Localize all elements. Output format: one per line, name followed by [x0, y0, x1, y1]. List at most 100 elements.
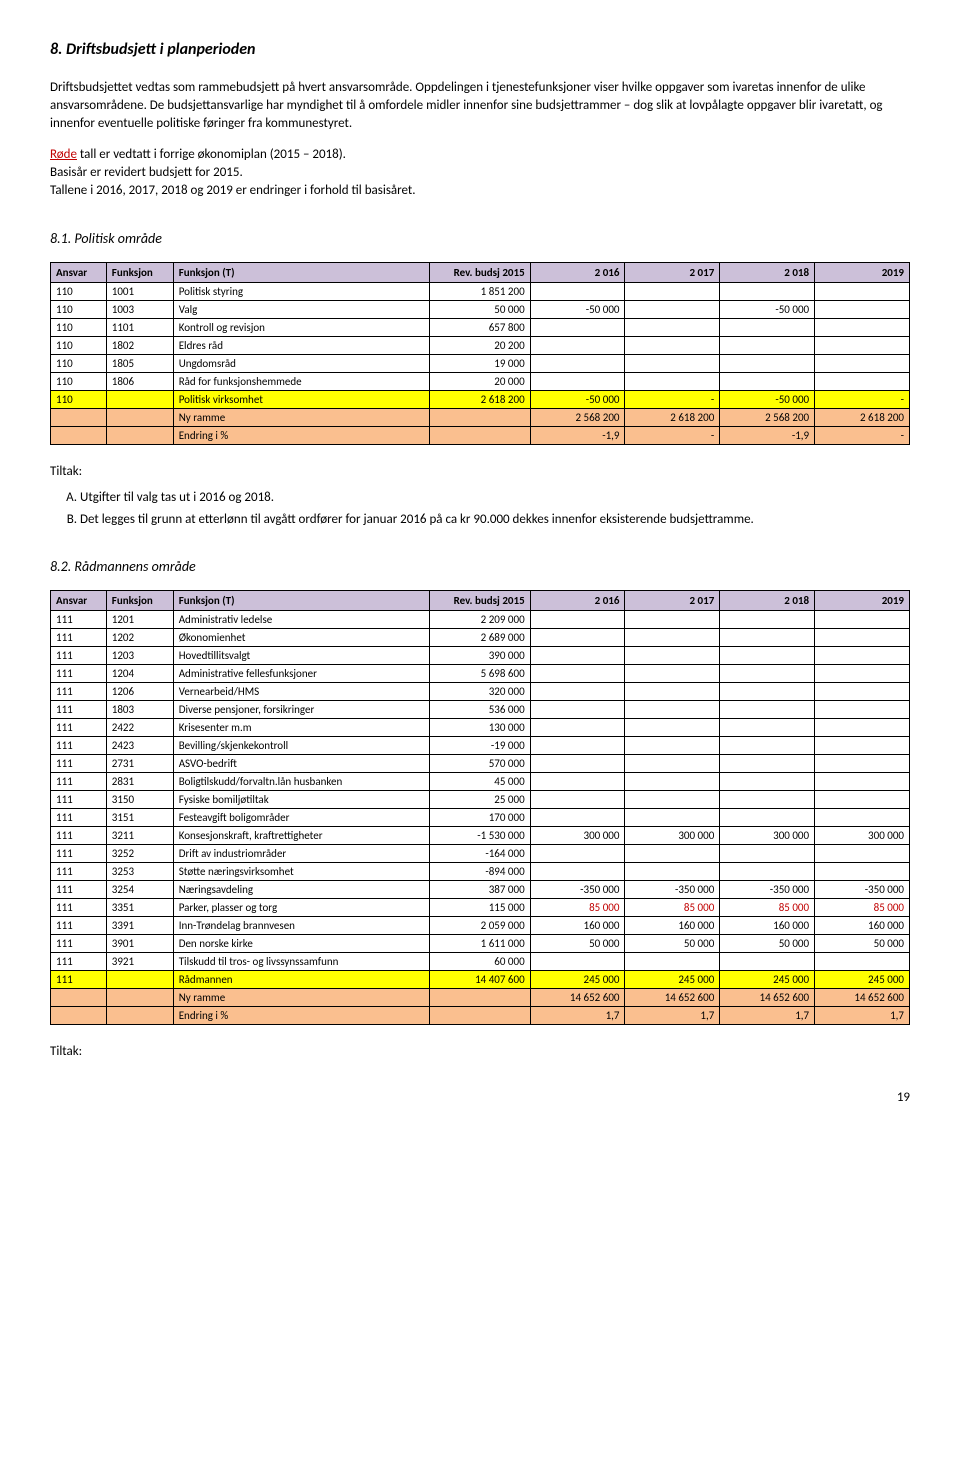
cell-ansvar: 111 [51, 809, 107, 827]
table-row: 1111202Økonomienhet2 689 000 [51, 629, 910, 647]
table-row: 1113150Fysiske bomiljøtiltak25 000 [51, 791, 910, 809]
cell-2016 [530, 737, 625, 755]
cell-text: Eldres råd [173, 337, 430, 355]
table-row: 1113151Festeavgift boligområder170 000 [51, 809, 910, 827]
cell-2019: - [815, 391, 910, 409]
cell-rev: -1 530 000 [430, 827, 530, 845]
cell-text: Støtte næringsvirksomhet [173, 863, 430, 881]
cell-2018 [720, 629, 815, 647]
cell-2018 [720, 809, 815, 827]
th-rev: Rev. budsj 2015 [430, 591, 530, 611]
cell-2018: -350 000 [720, 881, 815, 899]
cell-ansvar: 111 [51, 953, 107, 971]
cell-funksjon: 1204 [106, 665, 173, 683]
table-row: 1111203Hovedtillitsvalgt390 000 [51, 647, 910, 665]
cell-2016 [530, 629, 625, 647]
cell-text: Endring i % [173, 1007, 430, 1025]
table-row: 1112422Krisesenter m.m130 000 [51, 719, 910, 737]
cell-2016: 300 000 [530, 827, 625, 845]
cell-2019 [815, 647, 910, 665]
cell-2018 [720, 845, 815, 863]
cell-text: Hovedtillitsvalgt [173, 647, 430, 665]
intro-para-2: Røde tall er vedtatt i forrige økonomipl… [50, 146, 910, 201]
cell-2017: 50 000 [625, 935, 720, 953]
cell-2019: 50 000 [815, 935, 910, 953]
cell-2016: 14 652 600 [530, 989, 625, 1007]
cell-2016 [530, 719, 625, 737]
cell-ansvar: 110 [51, 319, 107, 337]
cell-funksjon: 1806 [106, 373, 173, 391]
cell-rev: 45 000 [430, 773, 530, 791]
cell-text: Vernearbeid/HMS [173, 683, 430, 701]
cell-text: Råd for funksjonshemmede [173, 373, 430, 391]
cell-text: ASVO-bedrift [173, 755, 430, 773]
table-row: 1111201Administrativ ledelse2 209 000 [51, 611, 910, 629]
cell-2018 [720, 719, 815, 737]
cell-text: Administrativ ledelse [173, 611, 430, 629]
cell-2017: - [625, 391, 720, 409]
cell-2018: 245 000 [720, 971, 815, 989]
cell-ansvar: 111 [51, 683, 107, 701]
cell-2019 [815, 629, 910, 647]
cell-2016 [530, 701, 625, 719]
cell-2019 [815, 611, 910, 629]
cell-2017: 160 000 [625, 917, 720, 935]
cell-text: Endring i % [173, 427, 430, 445]
cell-2018: -50 000 [720, 301, 815, 319]
cell-2017 [625, 355, 720, 373]
cell-rev: 536 000 [430, 701, 530, 719]
cell-text: Festeavgift boligområder [173, 809, 430, 827]
cell-2019 [815, 355, 910, 373]
cell-2016 [530, 953, 625, 971]
cell-2019 [815, 791, 910, 809]
table-row: 1111803Diverse pensjoner, forsikringer53… [51, 701, 910, 719]
cell-rev: 320 000 [430, 683, 530, 701]
cell-2019: - [815, 427, 910, 445]
th-2019: 2019 [815, 591, 910, 611]
cell-text: Politisk styring [173, 283, 430, 301]
cell-rev: 387 000 [430, 881, 530, 899]
cell-2018: -50 000 [720, 391, 815, 409]
table-row: 1113921Tilskudd til tros- og livssynssam… [51, 953, 910, 971]
cell-2018 [720, 953, 815, 971]
cell-2016 [530, 665, 625, 683]
cell-ansvar: 110 [51, 391, 107, 409]
cell-rev: 115 000 [430, 899, 530, 917]
cell-2017 [625, 373, 720, 391]
tiltak-label-2: Tiltak: [50, 1043, 910, 1061]
cell-2019: -350 000 [815, 881, 910, 899]
cell-ansvar: 111 [51, 791, 107, 809]
cell-2019 [815, 373, 910, 391]
cell-text: Parker, plasser og torg [173, 899, 430, 917]
th-funksjon-t: Funksjon (T) [173, 591, 430, 611]
cell-ansvar: 111 [51, 647, 107, 665]
cell-2019 [815, 719, 910, 737]
cell-2019: 2 618 200 [815, 409, 910, 427]
cell-rev: 2 059 000 [430, 917, 530, 935]
cell-2016 [530, 773, 625, 791]
cell-2016 [530, 683, 625, 701]
cell-2019 [815, 683, 910, 701]
cell-2016: -1,9 [530, 427, 625, 445]
table-row: 1101101Kontroll og revisjon657 800 [51, 319, 910, 337]
tallene-line: Tallene i 2016, 2017, 2018 og 2019 er en… [50, 183, 416, 198]
cell-text: Konsesjonskraft, kraftrettigheter [173, 827, 430, 845]
table-row: 1113901Den norske kirke1 611 00050 00050… [51, 935, 910, 953]
sum-row: 110Politisk virksomhet2 618 200-50 000--… [51, 391, 910, 409]
cell-ansvar: 111 [51, 755, 107, 773]
table-header-row: Ansvar Funksjon Funksjon (T) Rev. budsj … [51, 263, 910, 283]
cell-2018: 14 652 600 [720, 989, 815, 1007]
cell-2019 [815, 283, 910, 301]
cell-2016: 1,7 [530, 1007, 625, 1025]
measure-b: Det legges til grunn at etterlønn til av… [80, 511, 910, 529]
cell-2019 [815, 737, 910, 755]
cell-text: Administrative fellesfunksjoner [173, 665, 430, 683]
cell-2019 [815, 701, 910, 719]
cell-2019 [815, 953, 910, 971]
cell-2019 [815, 809, 910, 827]
cell-funksjon: 3150 [106, 791, 173, 809]
cell-text: Ny ramme [173, 409, 430, 427]
cell-funksjon: 2731 [106, 755, 173, 773]
cell-funksjon: 1206 [106, 683, 173, 701]
cell-2018 [720, 737, 815, 755]
